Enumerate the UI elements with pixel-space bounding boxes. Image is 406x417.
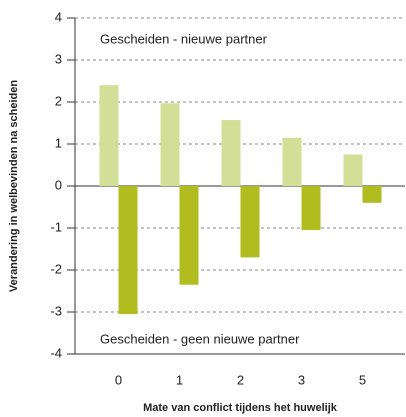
x-tick-label: 0: [115, 372, 122, 387]
bar: [282, 137, 302, 186]
y-tick-label: -4: [50, 345, 62, 360]
y-tick-label: 2: [55, 93, 62, 108]
y-tick-label: 1: [55, 135, 62, 150]
x-tick-label: 3: [298, 372, 305, 387]
bar: [343, 154, 363, 186]
bar: [118, 186, 138, 315]
x-tick-label: 5: [359, 372, 366, 387]
y-tick-label: 0: [55, 177, 62, 192]
y-axis-label: Verandering in welbevinden na scheiden: [8, 80, 20, 292]
x-axis-label: Mate van conflict tijdens het huwelijk: [143, 402, 338, 414]
y-tick-label: 3: [55, 51, 62, 66]
legend-label: Gescheiden - geen nieuwe partner: [100, 331, 300, 346]
y-tick-label: 4: [55, 9, 62, 24]
bar: [362, 186, 382, 203]
bar: [240, 186, 260, 258]
y-tick-label: -2: [50, 261, 62, 276]
bar: [160, 103, 180, 186]
bar: [179, 186, 199, 285]
y-tick-label: -1: [50, 219, 62, 234]
x-tick-label: 2: [237, 372, 244, 387]
bar: [99, 85, 119, 186]
x-tick-label: 1: [176, 372, 183, 387]
bar: [301, 186, 321, 231]
y-tick-label: -3: [50, 303, 62, 318]
bar: [221, 120, 241, 186]
legend-label: Gescheiden - nieuwe partner: [100, 31, 268, 46]
